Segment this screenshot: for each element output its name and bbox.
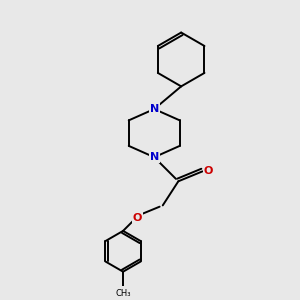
Text: O: O [133,213,142,223]
Text: N: N [150,104,159,114]
Text: O: O [204,167,213,176]
Text: CH₃: CH₃ [115,289,131,298]
Text: N: N [150,152,159,162]
